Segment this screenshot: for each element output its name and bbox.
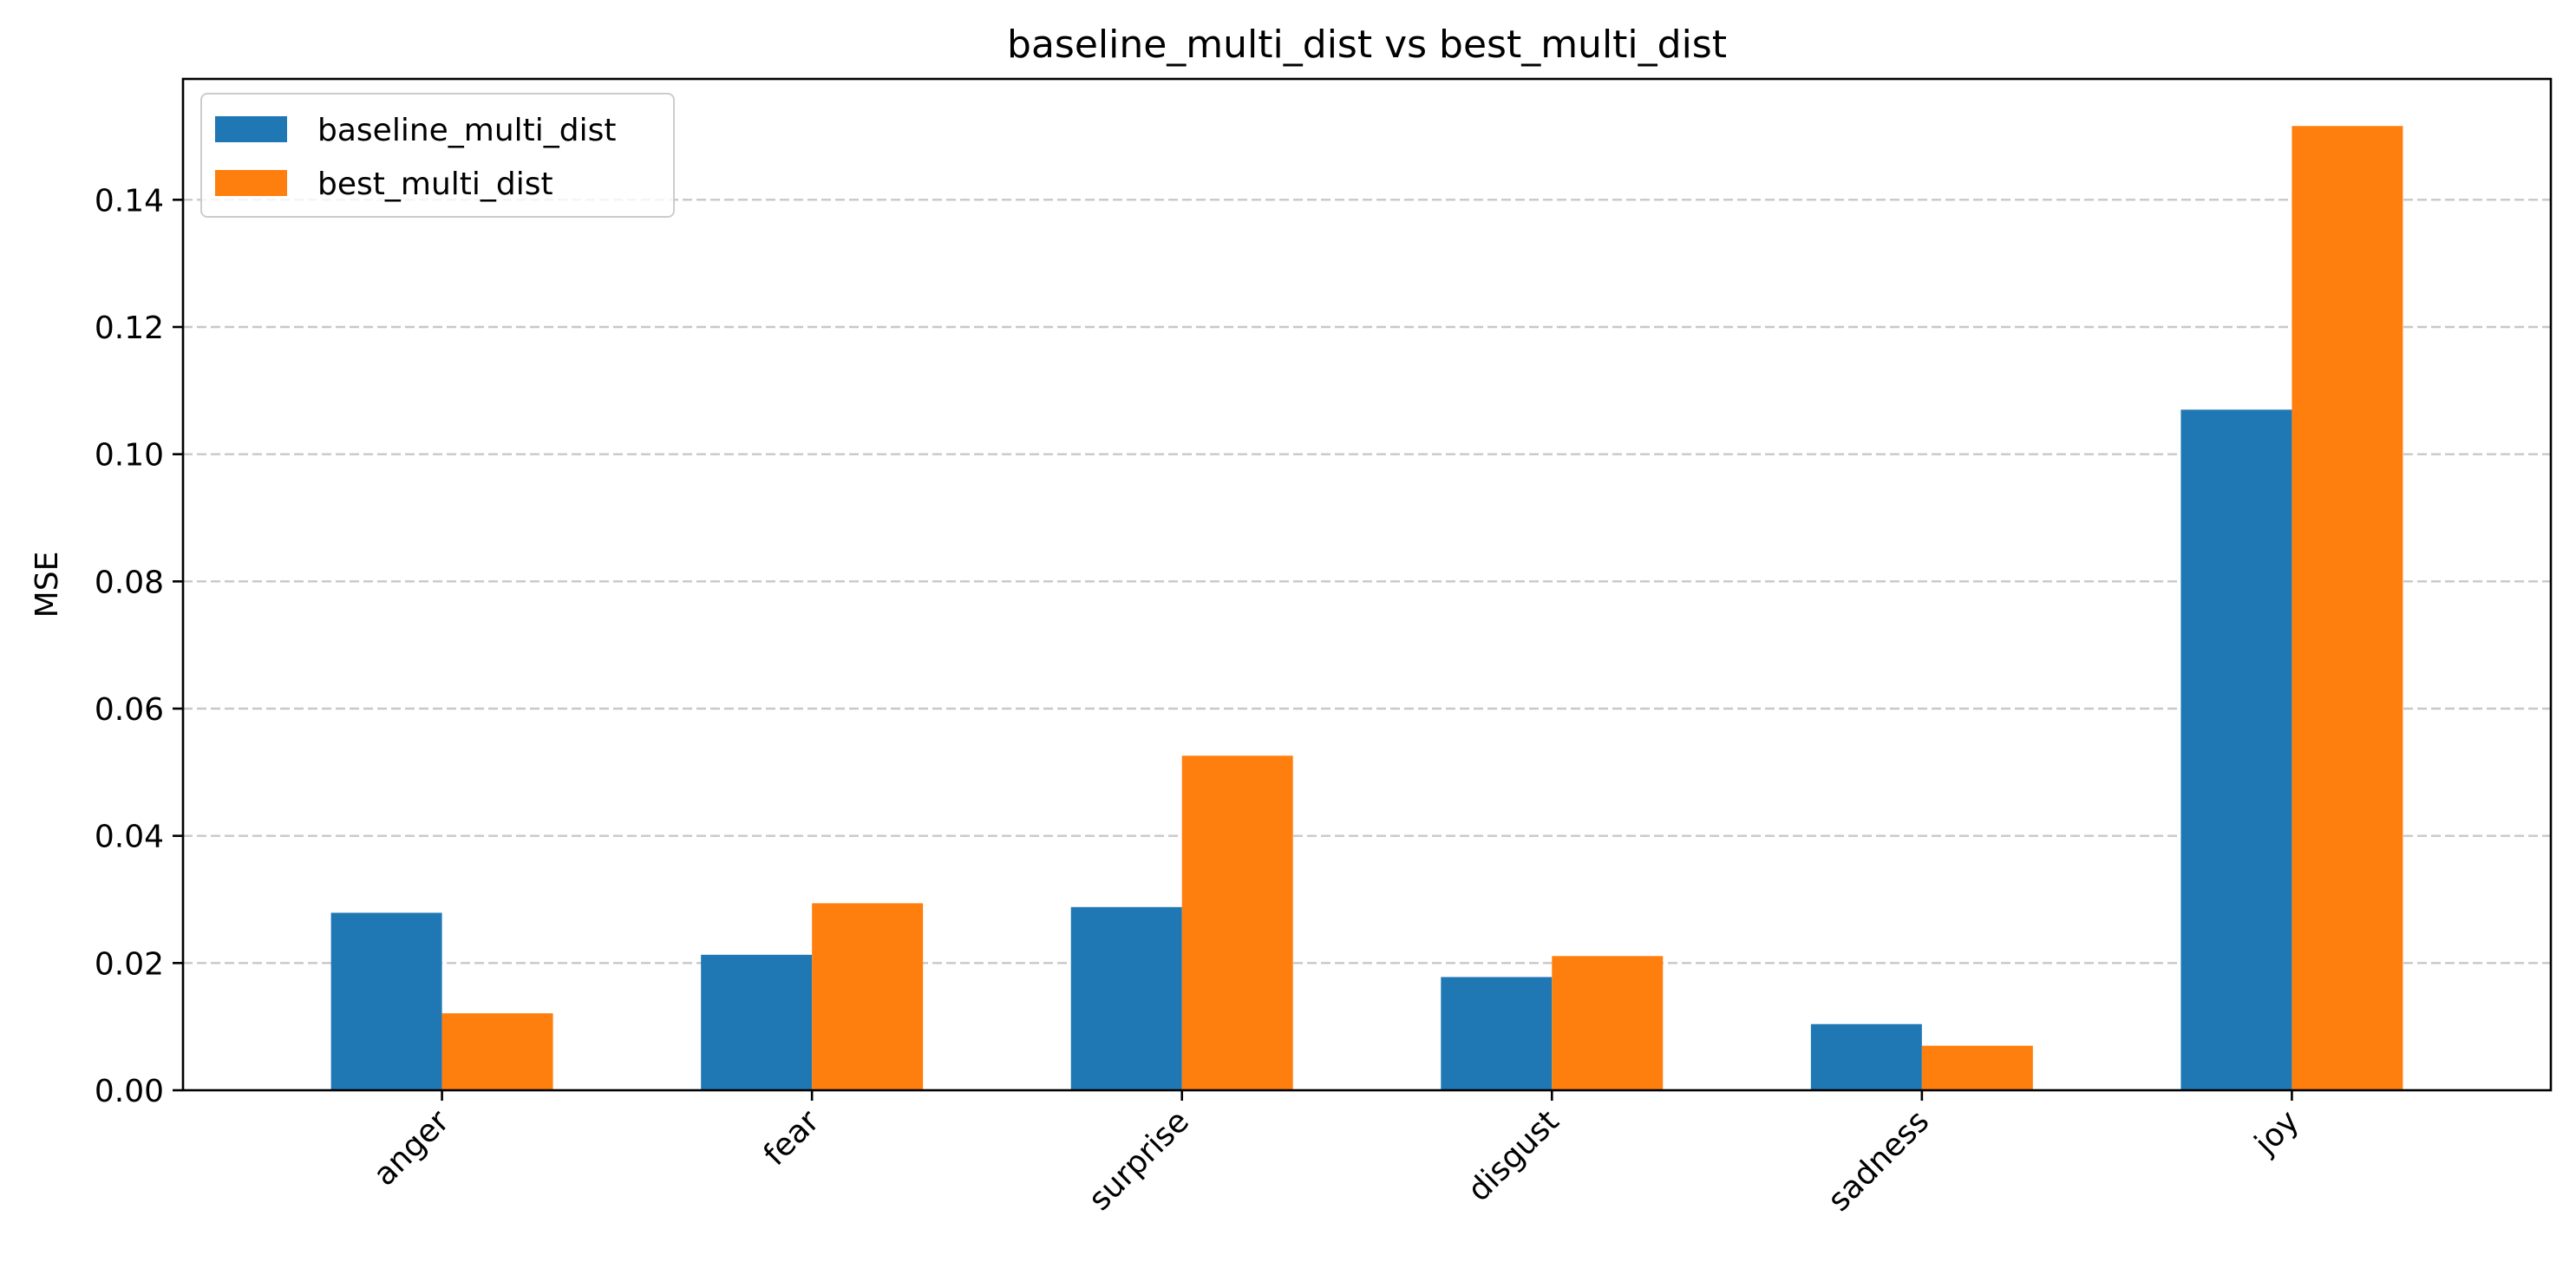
bars-layer (330, 126, 2403, 1091)
y-tick-label: 0.14 (95, 183, 164, 219)
y-tick-label: 0.04 (95, 820, 164, 855)
legend-label-best: best_multi_dist (317, 167, 553, 202)
bar-baseline-anger (330, 912, 442, 1090)
x-tick-label: sadness (1821, 1103, 1936, 1218)
legend-label-baseline: baseline_multi_dist (317, 113, 617, 148)
y-tick-label: 0.08 (95, 565, 164, 600)
y-tick-label: 0.10 (95, 438, 164, 474)
plot-frame (181, 77, 2553, 1092)
x-tick-label: disgust (1461, 1103, 1566, 1208)
bar-baseline-joy (2180, 409, 2292, 1090)
bar-best-sadness (1921, 1045, 2033, 1090)
y-tick-label: 0.12 (95, 311, 164, 346)
bar-baseline-sadness (1810, 1023, 1922, 1090)
axes-layer (181, 77, 2553, 1092)
legend-box (200, 93, 675, 218)
x-tick-label: surprise (1082, 1103, 1196, 1217)
bar-best-joy (2292, 126, 2403, 1091)
x-tick-label: joy (2247, 1103, 2305, 1161)
y-axis-title: MSE (29, 552, 65, 618)
bar-best-fear (812, 903, 924, 1090)
x-tick-label: anger (367, 1103, 456, 1193)
legend: baseline_multi_dist best_multi_dist (200, 93, 675, 218)
bar-baseline-fear (701, 954, 813, 1090)
bar-baseline-surprise (1070, 906, 1182, 1090)
legend-swatch-baseline (215, 116, 287, 142)
y-tick-label: 0.00 (95, 1074, 164, 1109)
y-tick-label: 0.02 (95, 946, 164, 982)
x-tick-label: fear (757, 1103, 827, 1173)
bar-best-anger (441, 1013, 553, 1090)
bar-best-disgust (1552, 956, 1664, 1090)
legend-swatch-best (215, 170, 287, 196)
bar-best-surprise (1181, 755, 1293, 1090)
bar-baseline-disgust (1441, 977, 1553, 1090)
chart-title: baseline_multi_dist vs best_multi_dist (1007, 23, 1727, 67)
y-tick-label: 0.06 (95, 692, 164, 728)
